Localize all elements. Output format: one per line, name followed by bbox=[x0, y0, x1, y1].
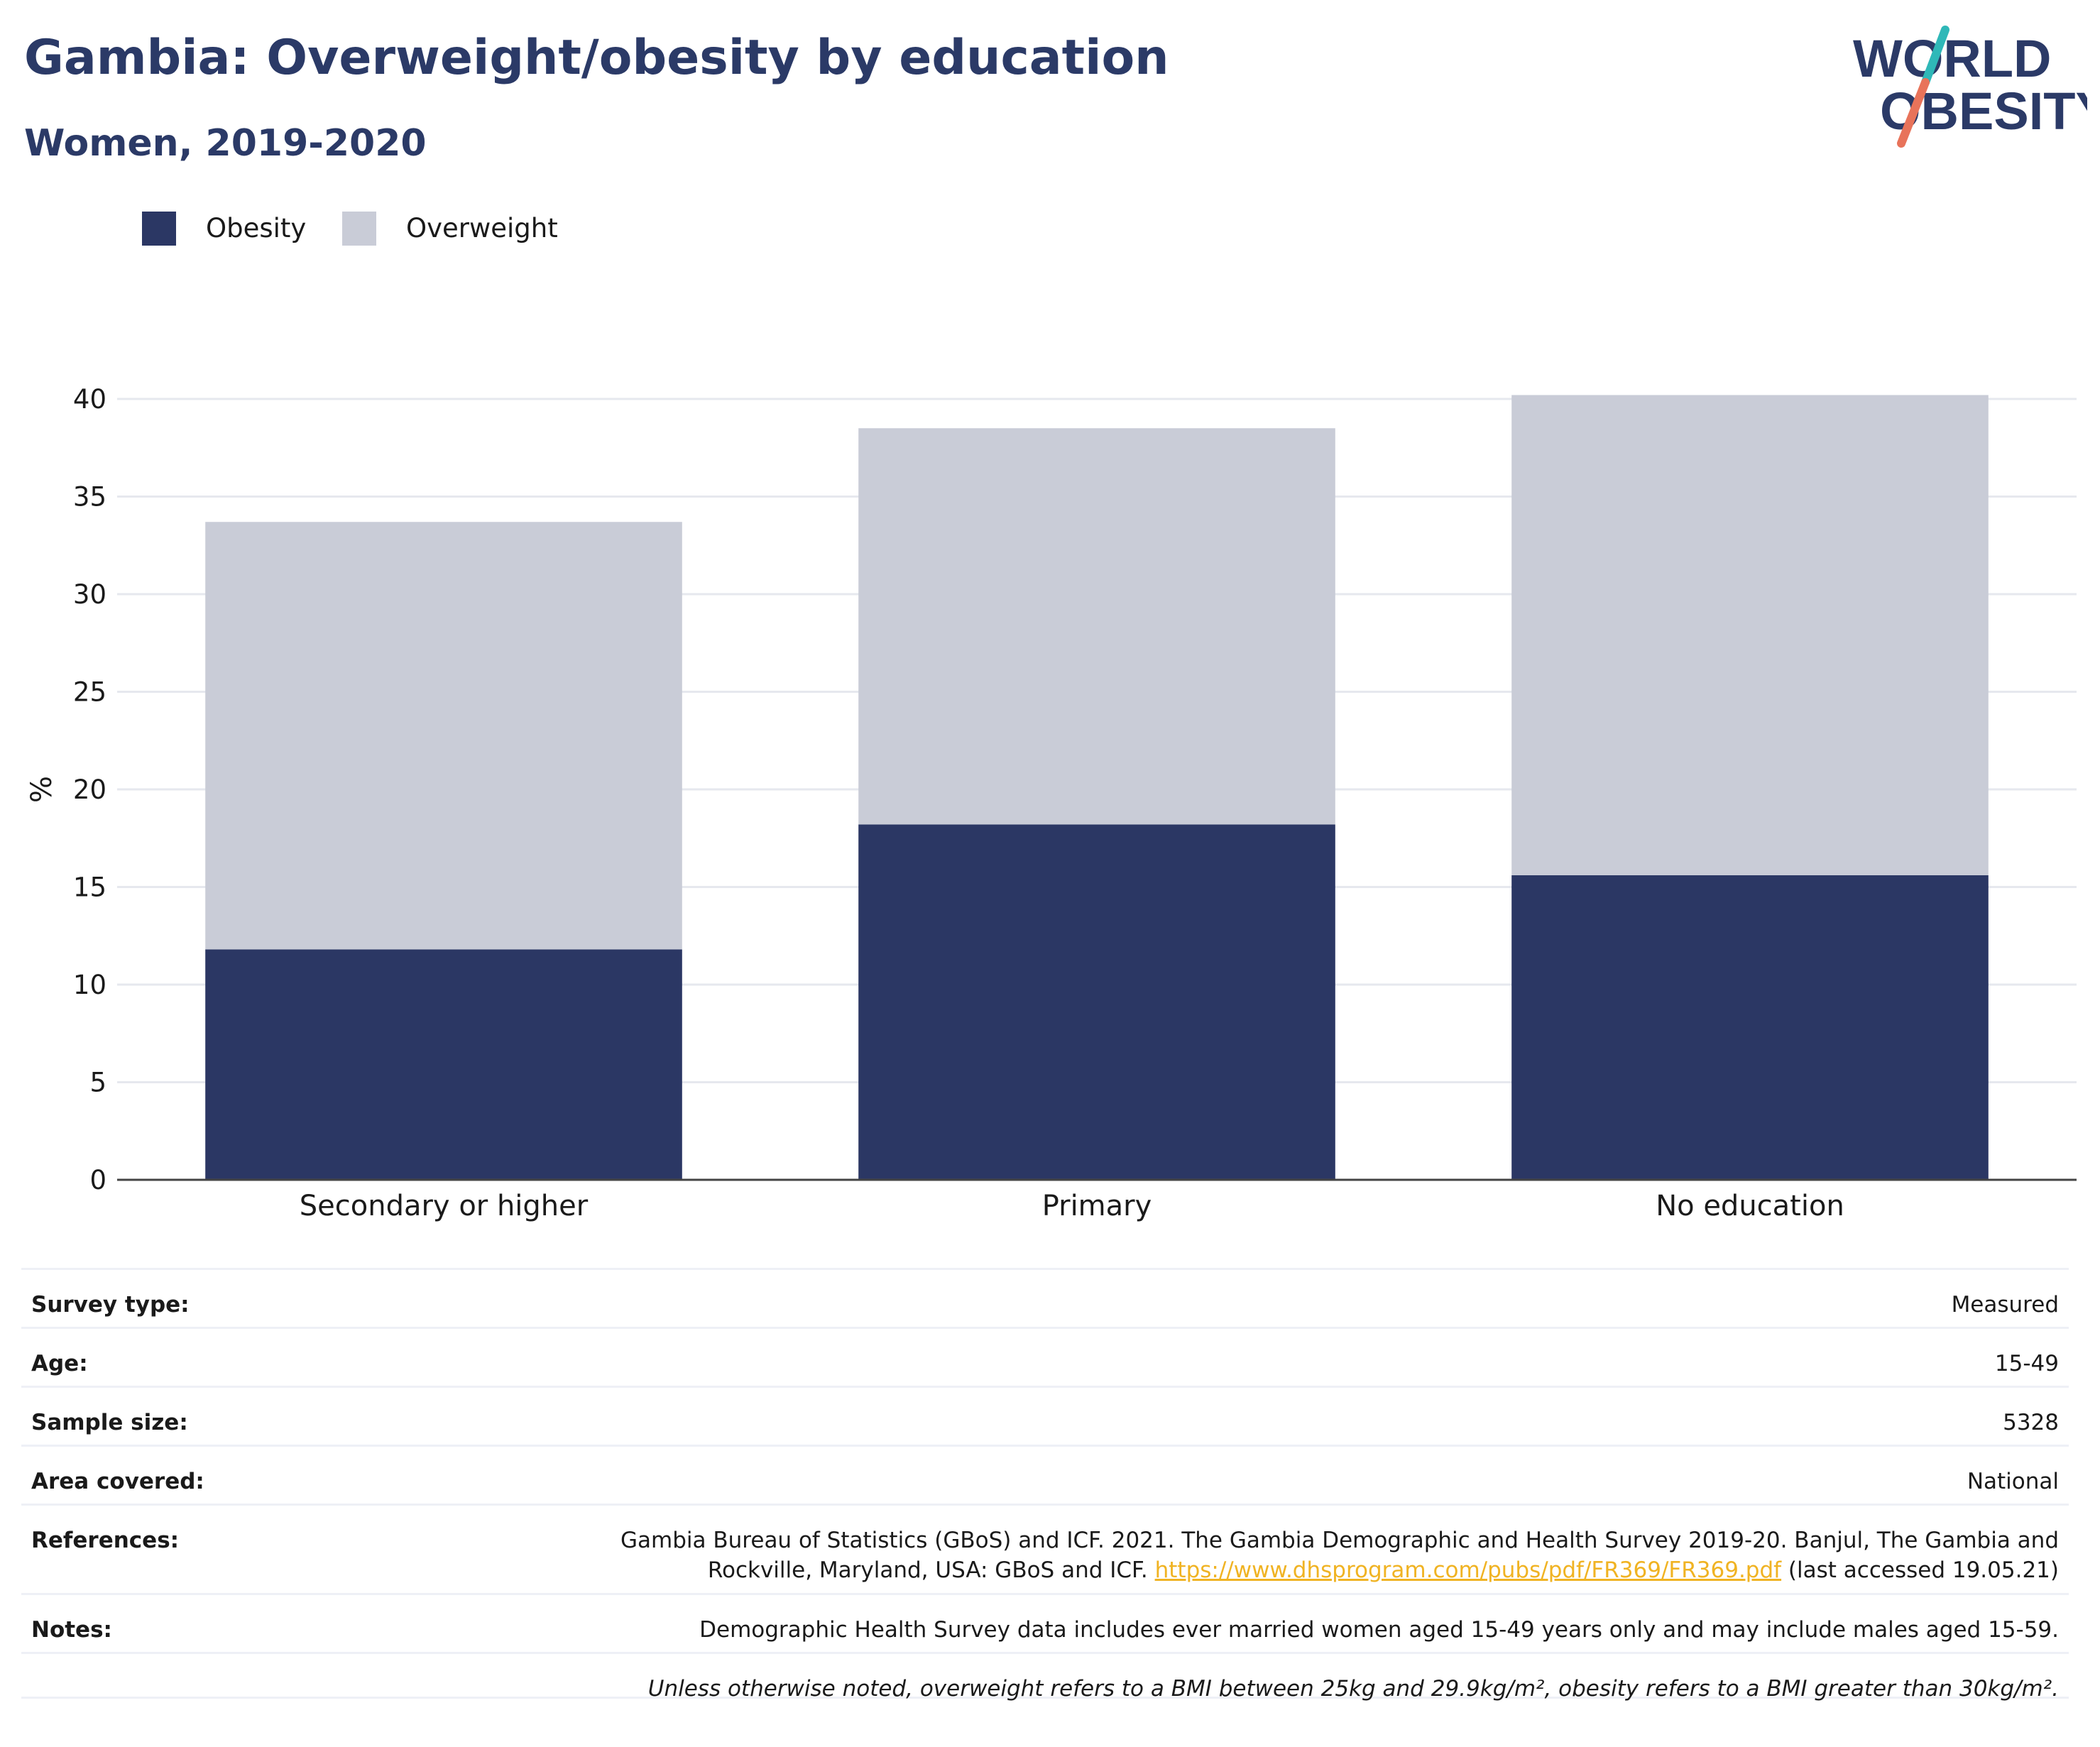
info-row-notes: Notes: Demographic Health Survey data in… bbox=[21, 1593, 2069, 1652]
legend-swatch-overweight bbox=[342, 212, 376, 246]
references-value: Gambia Bureau of Statistics (GBoS) and I… bbox=[599, 1526, 2059, 1585]
y-tick-label: 40 bbox=[73, 384, 106, 415]
legend-label-obesity: Obesity bbox=[206, 213, 307, 243]
area-covered-value: National bbox=[1967, 1469, 2059, 1494]
y-tick-label: 20 bbox=[73, 774, 106, 805]
references-text: Gambia Bureau of Statistics (GBoS) and I… bbox=[620, 1528, 2059, 1583]
age-value: 15-49 bbox=[1994, 1351, 2059, 1376]
y-axis-label: % bbox=[26, 776, 58, 803]
chart-title: Gambia: Overweight/obesity by education bbox=[24, 30, 1169, 86]
bar-overweight-primary bbox=[858, 428, 1335, 825]
x-tick-label: Primary bbox=[1042, 1190, 1152, 1222]
x-tick-label: Secondary or higher bbox=[300, 1190, 589, 1222]
logo-slash-teal bbox=[1921, 26, 1949, 87]
bar-obesity-primary bbox=[858, 824, 1335, 1180]
age-label: Age: bbox=[31, 1351, 88, 1376]
x-tick-label: No education bbox=[1656, 1190, 1844, 1222]
y-tick-label: 25 bbox=[73, 677, 106, 708]
chart-subtitle: Women, 2019-2020 bbox=[24, 122, 427, 165]
logo-slash-coral bbox=[1897, 78, 1930, 148]
y-tick-label: 35 bbox=[73, 482, 106, 513]
info-row-sample-size: Sample size: 5328 bbox=[21, 1386, 2069, 1445]
info-row-area-covered: Area covered: National bbox=[21, 1445, 2069, 1504]
sample-size-value: 5328 bbox=[2003, 1410, 2059, 1435]
info-row-survey-type: Survey type: Measured bbox=[21, 1268, 2069, 1327]
bar-obesity-no-education bbox=[1511, 875, 1989, 1180]
y-tick-label: 0 bbox=[89, 1165, 106, 1195]
legend-label-overweight: Overweight bbox=[406, 213, 558, 243]
references-label: References: bbox=[31, 1528, 180, 1553]
sample-size-label: Sample size: bbox=[31, 1410, 188, 1435]
y-tick-label: 30 bbox=[73, 579, 106, 610]
survey-info-table: Survey type: Measured Age: 15-49 Sample … bbox=[21, 1268, 2069, 1702]
bar-obesity-secondary-or-higher bbox=[205, 949, 682, 1180]
y-tick-label: 5 bbox=[89, 1068, 106, 1098]
bar-overweight-no-education bbox=[1511, 395, 1989, 875]
info-row-references: References: Gambia Bureau of Statistics … bbox=[21, 1504, 2069, 1593]
bar-overweight-secondary-or-higher bbox=[205, 522, 682, 950]
references-link[interactable]: https://www.dhsprogram.com/pubs/pdf/FR36… bbox=[1154, 1557, 1782, 1583]
info-row-definition: Unless otherwise noted, overweight refer… bbox=[21, 1652, 2069, 1702]
survey-type-value: Measured bbox=[1951, 1292, 2059, 1318]
references-accessed: (last accessed 19.05.21) bbox=[1781, 1557, 2059, 1583]
info-row-age: Age: 15-49 bbox=[21, 1327, 2069, 1386]
survey-type-label: Survey type: bbox=[31, 1292, 190, 1318]
notes-value: Demographic Health Survey data includes … bbox=[699, 1617, 2059, 1643]
logo-word-world: WORLD bbox=[1853, 29, 2052, 88]
y-tick-label: 10 bbox=[73, 970, 106, 1000]
notes-label: Notes: bbox=[31, 1617, 112, 1643]
definition-note: Unless otherwise noted, overweight refer… bbox=[647, 1676, 2059, 1702]
legend-swatch-obesity bbox=[142, 212, 176, 246]
bar-chart: 0 5 10 15 20 25 30 35 40 Secondary or higher Prima… bbox=[26, 384, 2077, 1222]
area-covered-label: Area covered: bbox=[31, 1469, 204, 1494]
y-tick-label: 15 bbox=[73, 872, 106, 903]
world-obesity-logo: WORLD OBESITY bbox=[1853, 26, 2087, 148]
